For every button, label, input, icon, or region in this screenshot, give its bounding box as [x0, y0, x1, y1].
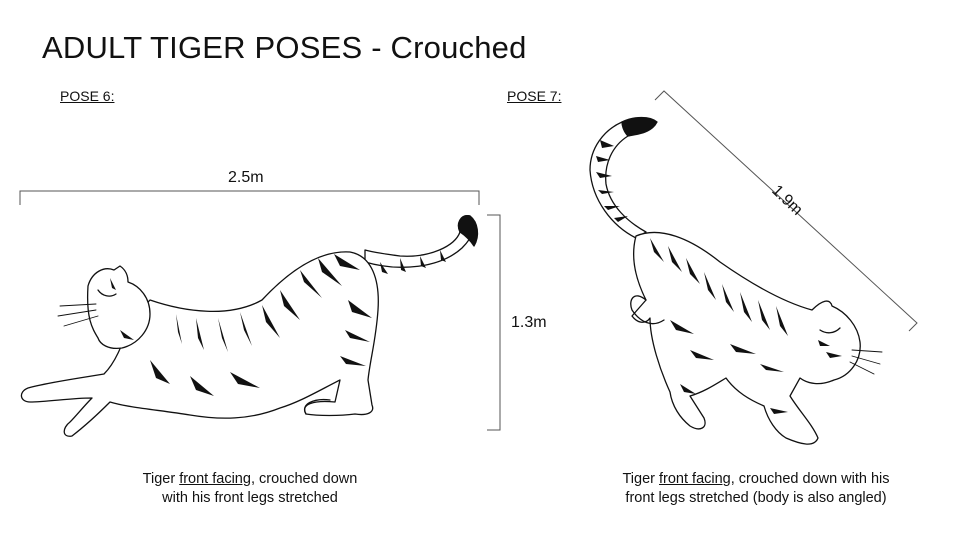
pose-6-tiger-illustration [20, 215, 479, 437]
pose-7-caption-post: , crouched down with his [730, 471, 890, 487]
pose-6-caption-line-2: with his front legs stretched [162, 490, 338, 506]
pose-7-caption: Tiger front facing, crouched down with h… [596, 470, 916, 508]
pose-6-caption-post: , crouched down [250, 471, 358, 487]
pose-6-caption-link: front facing [179, 471, 251, 487]
pose-7-caption-line-1: Tiger front facing, crouched down with h… [596, 470, 916, 489]
pose-6-caption-line-1: Tiger front facing, crouched down [90, 470, 410, 489]
pose-7-caption-line-2: front legs stretched (body is also angle… [625, 490, 887, 506]
pose-6-width-bracket [19, 190, 480, 205]
pose-7-tiger-illustration [589, 116, 883, 445]
pose-6-caption: Tiger front facing, crouched down with h… [90, 470, 410, 508]
pose-6-width-measurement: 2.5m [228, 169, 264, 186]
pose-7-length-bracket [654, 90, 918, 332]
pose-7-caption-link: front facing [659, 471, 731, 487]
pose-6-label: POSE 6: [60, 88, 115, 104]
pose-7-label: POSE 7: [507, 88, 562, 104]
pose-7-caption-pre: Tiger [622, 471, 659, 487]
page-title: ADULT TIGER POSES - Crouched [42, 30, 527, 65]
pose-6-height-measurement: 1.3m [511, 314, 547, 331]
pose-6-caption-pre: Tiger [142, 471, 180, 487]
pose-6-height-bracket [487, 214, 501, 431]
